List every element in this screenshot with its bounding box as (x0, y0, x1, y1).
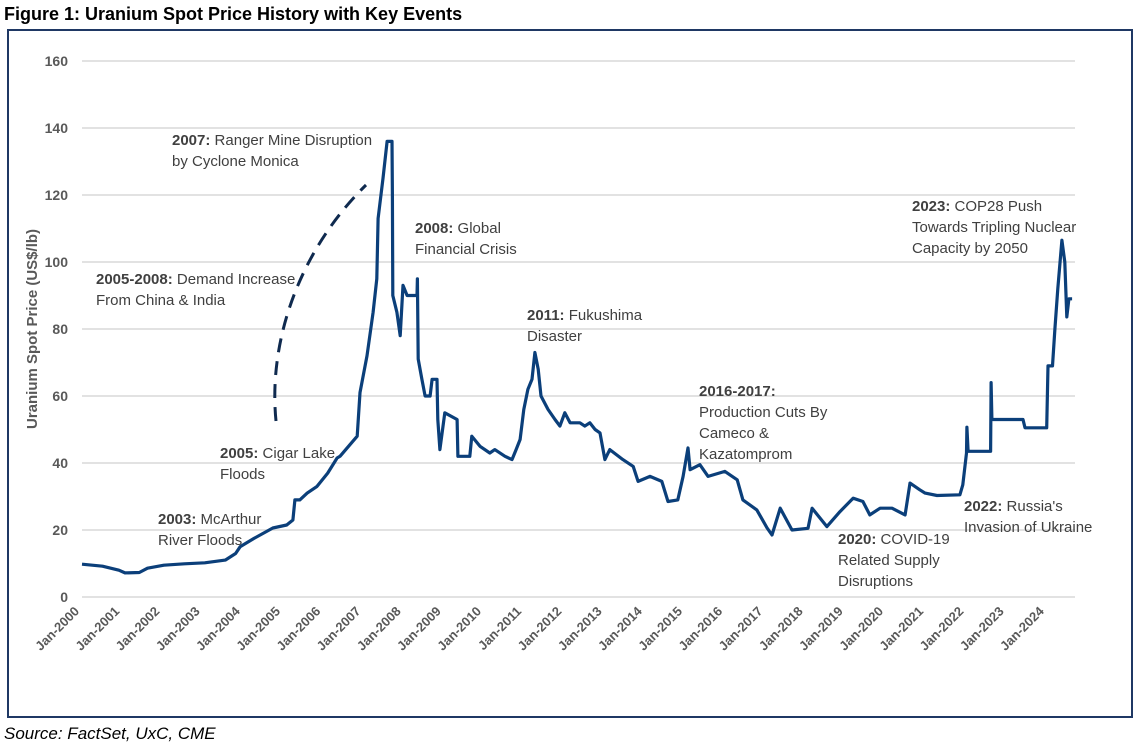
annotation-line: 2011: Fukushima (527, 305, 642, 326)
annotation-line: 2020: COVID-19 (838, 529, 950, 550)
annotation-text: Invasion of Ukraine (964, 519, 1093, 536)
annotation-year: 2022: (964, 498, 1003, 515)
annotation-2005: 2005: Cigar Lake Floods (220, 443, 335, 485)
annotation-line: 2022: Russia's (964, 496, 1092, 517)
annotation-2008: 2008: Global Financial Crisis (415, 218, 517, 260)
annotation-line: Disruptions (838, 571, 950, 592)
x-tick-label: Jan-2024 (997, 603, 1048, 654)
annotation-year: 2023: (912, 198, 951, 215)
annotation-line: Capacity by 2050 (912, 238, 1076, 259)
figure-title: Figure 1: Uranium Spot Price History wit… (4, 4, 463, 24)
annotation-text: Related Supply (838, 552, 940, 569)
annotation-text: Production Cuts By (699, 404, 828, 421)
chart-frame (7, 29, 1133, 718)
y-axis-title: Uranium Spot Price (US$/lb) (24, 229, 41, 429)
annotation-year: 2005: (220, 445, 259, 462)
annotation-text: Demand Increase (176, 271, 296, 288)
annotation-2003: 2003: McArthur River Floods (158, 509, 261, 551)
annotation-line: 2023: COP28 Push (912, 196, 1076, 217)
annotation-line: From China & India (96, 290, 295, 311)
annotation-text: Kazatomprom (699, 446, 793, 463)
annotation-year: 2007: (172, 132, 211, 149)
annotation-year: 2005-2008: (96, 271, 173, 288)
annotation-text: COP28 Push (954, 198, 1043, 215)
annotation-2007: 2007: Ranger Mine Disruption by Cyclone M… (172, 130, 372, 172)
annotation-text: Financial Crisis (415, 241, 517, 258)
annotation-line: 2003: McArthur (158, 509, 261, 530)
annotation-line: 2005-2008: Demand Increase (96, 269, 295, 290)
annotation-2020: 2020: COVID-19 Related Supply Disruptions (838, 529, 950, 592)
annotation-text: Ranger Mine Disruption (214, 132, 373, 149)
y-tick-label: 160 (45, 53, 69, 69)
annotation-line: Kazatomprom (699, 444, 827, 465)
annotation-line: Towards Tripling Nuclear (912, 217, 1076, 238)
y-tick-label: 0 (60, 589, 68, 605)
annotation-text: Cigar Lake (262, 445, 336, 462)
source-note: Source: FactSet, UxC, CME (4, 724, 216, 743)
annotation-line: Financial Crisis (415, 239, 517, 260)
annotation-2005-2008: 2005-2008: Demand Increase From China & I… (96, 269, 295, 311)
annotation-text: Floods (220, 466, 266, 483)
annotation-year: 2008: (415, 220, 454, 237)
y-tick-label: 120 (45, 187, 69, 203)
annotation-text: COVID-19 (880, 531, 950, 548)
annotation-line: 2007: Ranger Mine Disruption (172, 130, 372, 151)
annotation-text: Fukushima (568, 307, 643, 324)
y-tick-label: 20 (52, 522, 68, 538)
y-tick-label: 80 (52, 321, 68, 337)
annotation-2016-2017: 2016-2017: Production Cuts By Cameco & Kaza… (699, 381, 827, 465)
y-tick-label: 100 (45, 254, 69, 270)
annotation-line: Floods (220, 464, 335, 485)
annotation-text: Capacity by 2050 (912, 240, 1028, 257)
price-series-line (81, 139, 1073, 575)
annotation-line: Cameco & (699, 423, 827, 444)
y-tick-label: 40 (52, 455, 68, 471)
annotation-text: Towards Tripling Nuclear (912, 219, 1077, 236)
annotation-line: by Cyclone Monica (172, 151, 372, 172)
annotation-line: Related Supply (838, 550, 950, 571)
annotation-text: River Floods (158, 532, 243, 549)
annotation-2022: 2022: Russia's Invasion of Ukraine (964, 496, 1092, 538)
annotation-text: Disaster (527, 328, 583, 345)
annotation-text: Disruptions (838, 573, 914, 590)
annotation-2011: 2011: Fukushima Disaster (527, 305, 642, 347)
annotation-text: by Cyclone Monica (172, 153, 299, 170)
annotation-2023: 2023: COP28 Push Towards Tripling Nuclear… (912, 196, 1076, 259)
annotation-line: Production Cuts By (699, 402, 827, 423)
y-tick-label: 140 (45, 120, 69, 136)
annotation-text: Russia's (1006, 498, 1063, 515)
annotation-line: River Floods (158, 530, 261, 551)
annotation-text: Cameco & (699, 425, 770, 442)
annotation-year: 2020: (838, 531, 877, 548)
y-tick-label: 60 (52, 388, 68, 404)
annotation-year: 2011: (527, 307, 565, 324)
demand-increase-arc (273, 183, 368, 422)
annotation-line: 2005: Cigar Lake (220, 443, 335, 464)
annotation-line: Disaster (527, 326, 642, 347)
annotation-text: From China & India (96, 292, 226, 309)
annotation-year: 2016-2017: (699, 383, 776, 400)
annotation-year: 2003: (158, 511, 197, 528)
annotation-line: 2008: Global (415, 218, 517, 239)
annotation-text: Global (457, 220, 501, 237)
annotation-text: McArthur (200, 511, 262, 528)
x-tick-label: Jan-2010 (434, 604, 484, 654)
annotation-line: Invasion of Ukraine (964, 517, 1092, 538)
annotation-line: 2016-2017: (699, 381, 827, 402)
